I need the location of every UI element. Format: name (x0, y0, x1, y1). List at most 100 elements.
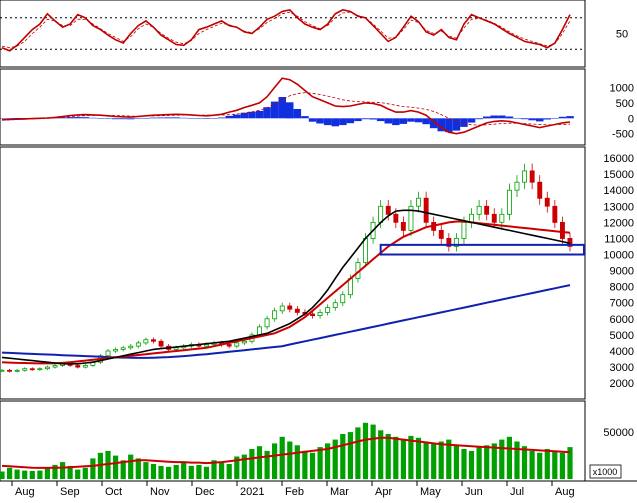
volume-bar (499, 439, 505, 479)
volume-bar (514, 441, 520, 479)
volume-bar (82, 467, 88, 480)
price-candle (476, 205, 482, 215)
macd-histogram-bar (119, 118, 127, 120)
price-candle (287, 305, 293, 310)
volume-bar (37, 470, 43, 479)
x-tick-label: Aug (15, 486, 35, 498)
macd-histogram-bar (111, 118, 120, 120)
volume-y-tick-label: 50000 (603, 427, 634, 439)
price-candle (453, 237, 459, 247)
volume-bar (128, 454, 134, 479)
volume-bar (203, 466, 210, 479)
price-candle (52, 365, 58, 368)
macd-histogram-bar (361, 118, 370, 120)
price-candle (522, 170, 527, 183)
volume-bar (302, 450, 308, 479)
volume-bar (44, 467, 50, 480)
price-candle (469, 213, 474, 223)
price-layer (0, 163, 585, 373)
x-tick-label: Aug (555, 486, 575, 498)
macd-histogram-bar (520, 118, 529, 120)
macd-histogram-bar (316, 118, 324, 124)
macd-histogram-bar (240, 112, 249, 119)
volume-bar (294, 445, 300, 480)
volume-bar (150, 464, 157, 479)
macd-histogram-bar (0, 118, 6, 119)
price-candle (499, 213, 505, 223)
price-candle (113, 348, 118, 352)
price-candle (82, 365, 88, 368)
macd-histogram-bar (483, 116, 491, 119)
macd-histogram-bar (195, 118, 203, 119)
price-candle (340, 294, 346, 304)
x-tick-label: May (420, 486, 441, 498)
macd-histogram-bar (233, 114, 241, 119)
price-y-tick-label: 16000 (603, 153, 634, 165)
volume-bar (317, 447, 323, 479)
macd-histogram-bar (217, 117, 226, 119)
price-candle (529, 170, 535, 183)
volume-bar (537, 452, 543, 480)
price-candle (14, 369, 20, 372)
volume-unit-box (589, 464, 622, 479)
volume-bar (491, 443, 497, 479)
x-tick-label: Apr (375, 486, 392, 498)
price-candle (438, 229, 444, 239)
price-candle (363, 237, 368, 263)
macd-histogram-bar (187, 118, 196, 119)
macd-histogram-bar (392, 118, 400, 126)
price-candle (446, 237, 452, 247)
price-candle (544, 197, 550, 207)
macd-histogram-bar (437, 118, 445, 132)
price-y-tick-label: 7000 (610, 298, 634, 310)
volume-bar (226, 464, 232, 479)
price-candle (105, 350, 111, 357)
macd-histogram-bar (96, 118, 105, 119)
volume-bar (415, 437, 422, 480)
volume-bar (196, 464, 202, 479)
macd-histogram-bar (134, 118, 143, 119)
macd-histogram-bar (248, 111, 256, 119)
volume-bar (506, 436, 512, 479)
price-y-tick-label: 4000 (610, 346, 634, 358)
price-candle (226, 344, 232, 347)
macd-histogram-bar (414, 118, 423, 123)
price-y-tick-label: 10000 (603, 250, 634, 262)
volume-bar (325, 443, 331, 479)
price-y-tick-label: 13000 (603, 201, 634, 213)
volume-bar (385, 434, 391, 479)
volume-bar (521, 446, 528, 479)
price-y-tick-label: 3000 (610, 362, 634, 374)
macd-histogram-bar (263, 107, 271, 119)
ma-black-line (1, 209, 571, 365)
price-candle (135, 342, 141, 347)
volume-bar (287, 441, 293, 479)
price-candle (173, 347, 179, 350)
price-candle (272, 310, 278, 320)
volume-bar (484, 445, 490, 480)
price-y-tick-label: 2000 (610, 378, 634, 390)
x-tick-label: 2021 (240, 486, 264, 498)
x-tick-label: Dec (195, 486, 215, 498)
volume-bar (135, 458, 141, 479)
macd-histogram-bar (308, 118, 317, 122)
price-candle (279, 305, 285, 312)
price-candle (423, 197, 429, 223)
volume-bar (241, 454, 247, 479)
price-candle (7, 369, 12, 372)
axes-layer: 5010005000-50016000150001400013000120001… (11, 29, 634, 498)
price-candle (400, 221, 406, 231)
volume-bar (279, 436, 285, 479)
price-candle (45, 366, 50, 370)
price-candle (484, 205, 490, 215)
macd-histogram-bar (399, 118, 408, 124)
macd-histogram-bar (89, 117, 97, 119)
rsi-signal-line (1, 11, 571, 49)
volume-bar (14, 469, 20, 479)
price-candle (203, 344, 209, 347)
volume-bar (355, 427, 361, 479)
price-candle (332, 302, 338, 308)
price-candle (234, 342, 240, 347)
macd-histogram-bar (180, 117, 188, 119)
